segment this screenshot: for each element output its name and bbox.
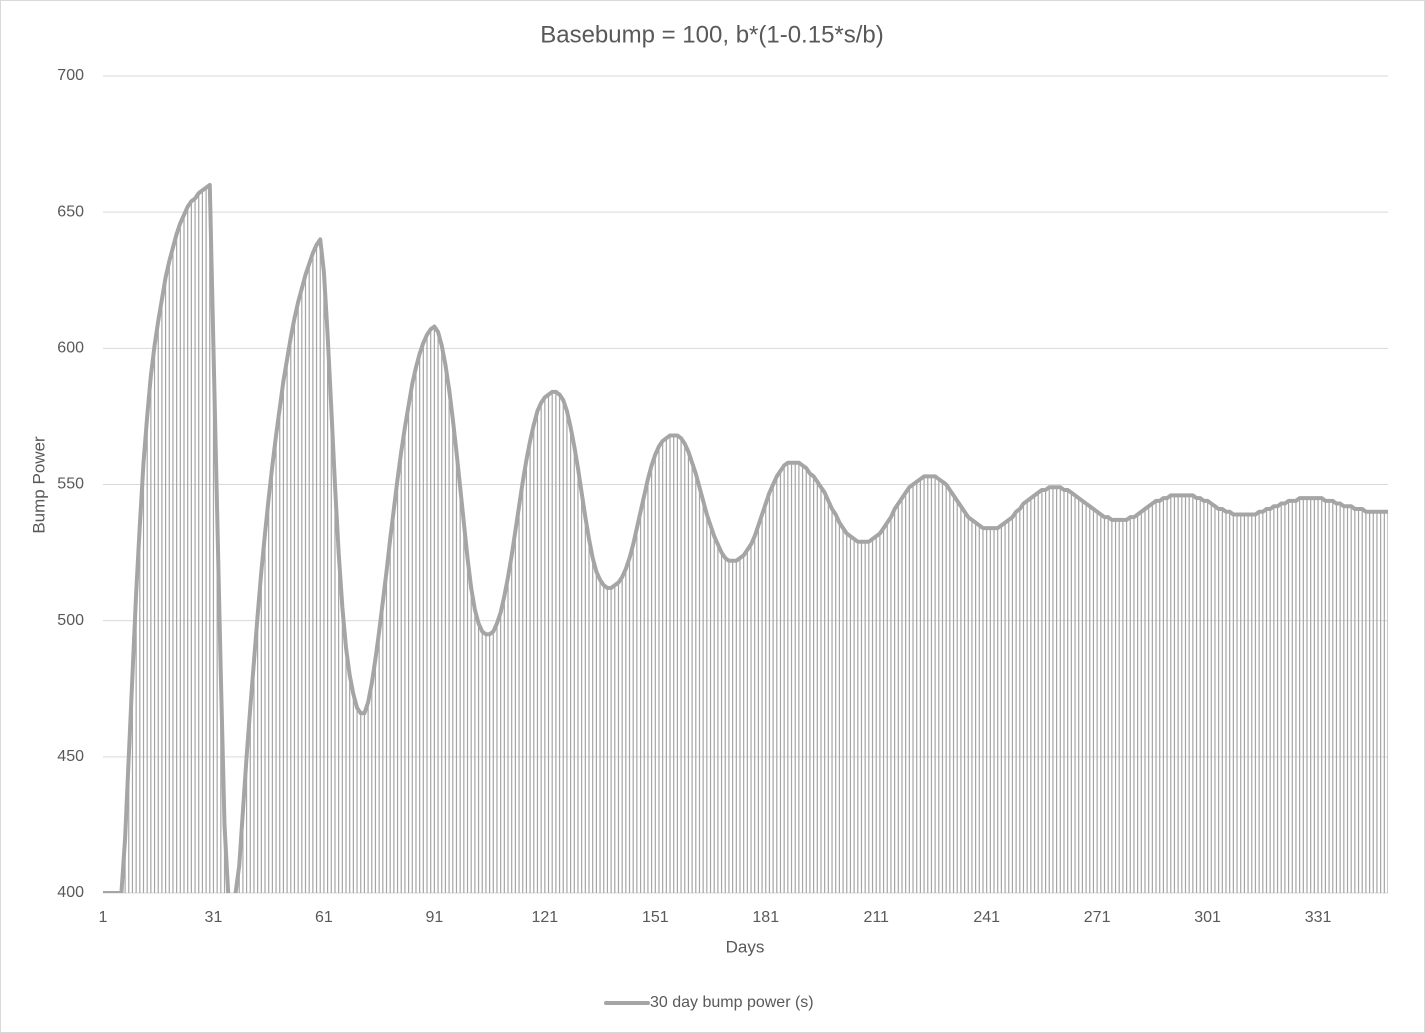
x-tick-label: 271 [1084, 909, 1111, 926]
y-tick-label: 650 [57, 203, 84, 220]
x-tick-label: 181 [752, 909, 779, 926]
x-tick-label: 61 [315, 909, 333, 926]
x-tick-label: 241 [973, 909, 1000, 926]
legend: 30 day bump power (s) [604, 994, 814, 1011]
y-tick-label: 700 [57, 67, 84, 84]
x-axis-title: Days [726, 937, 765, 956]
x-tick-label: 91 [425, 909, 443, 926]
x-tick-label: 31 [205, 909, 223, 926]
plot-area [103, 182, 1388, 893]
series-line [103, 182, 1388, 893]
legend-label: 30 day bump power (s) [650, 994, 814, 1011]
y-axis-title: Bump Power [29, 436, 48, 534]
grid [103, 75, 1388, 894]
y-tick-label: 550 [57, 476, 84, 493]
y-tick-label: 400 [57, 884, 84, 901]
x-tick-label: 1 [99, 909, 108, 926]
axis-labels: 400 450 500 550 600 650 700 1 31 61 91 121 151 181 211… [57, 67, 1331, 926]
x-tick-label: 211 [863, 909, 889, 926]
y-tick-label: 450 [57, 748, 84, 765]
chart-title: Basebump = 100, b*(1-0.15*s/b) [540, 21, 884, 48]
x-tick-label: 121 [531, 909, 558, 926]
y-tick-label: 500 [57, 612, 84, 629]
y-tick-label: 600 [57, 340, 84, 357]
x-tick-label: 331 [1305, 909, 1332, 926]
x-tick-label: 151 [642, 909, 669, 926]
x-tick-label: 301 [1194, 909, 1221, 926]
